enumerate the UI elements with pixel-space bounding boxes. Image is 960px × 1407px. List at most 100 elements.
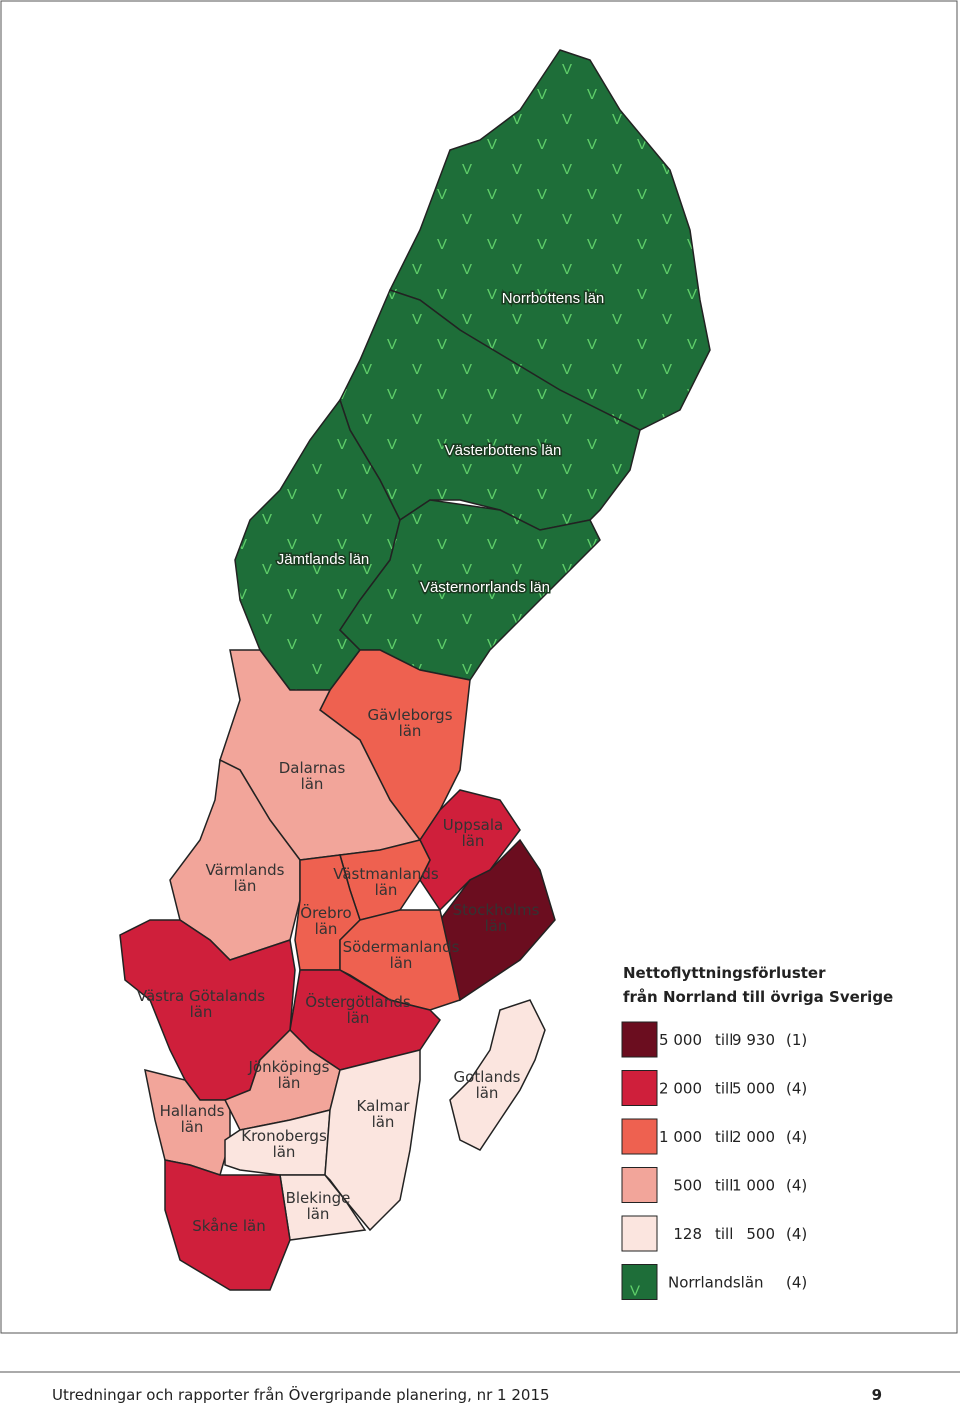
label-line: län [301, 775, 324, 793]
legend-swatch [621, 1070, 658, 1106]
legend-to: 500 [746, 1225, 775, 1243]
legend-swatch [621, 1264, 658, 1300]
label-line: Gävleborgs [367, 706, 452, 724]
region-label: Kronobergs län [241, 1127, 327, 1161]
label-line: Jämtlands län [277, 551, 370, 568]
legend-from: 1 000 [659, 1128, 702, 1146]
region-label: Gävleborgs län [367, 706, 452, 740]
label-line: län [315, 920, 338, 938]
label-line: län [399, 722, 422, 740]
label-line: Kronobergs [241, 1127, 327, 1145]
label-line: Skåne län [192, 1217, 266, 1235]
region-label: Norrbottens län [502, 290, 605, 307]
legend-count: (4) [786, 1080, 807, 1098]
labels: Norrbottens län Västerbottens län Jämtland… [137, 289, 606, 1236]
label-line: Hallands [160, 1102, 225, 1120]
legend-symbol: V [630, 1283, 640, 1300]
label-line: Gotlands [454, 1068, 521, 1086]
label-line: Örebro [300, 903, 351, 922]
legend-from: 128 [673, 1225, 702, 1243]
label-line: län [190, 1003, 213, 1021]
legend-from: 500 [673, 1177, 702, 1195]
label-line: län [485, 917, 508, 935]
legend-till: till [715, 1128, 733, 1146]
legend-name: Norrlandslän [668, 1274, 764, 1292]
region-label: Gotlands län [454, 1068, 521, 1102]
label-line: län [375, 881, 398, 899]
legend-count: (1) [786, 1031, 807, 1049]
legend-from: 5 000 [659, 1031, 702, 1049]
region-label: Skåne län [192, 1217, 266, 1235]
legend-swatch [621, 1215, 658, 1252]
legend-count: (4) [786, 1128, 807, 1146]
label-line: Västernorrlands län [420, 579, 550, 596]
label-line: län [278, 1074, 301, 1092]
region-label: Västra Götalands län [137, 987, 265, 1021]
region-label: Stockholms län [453, 901, 540, 935]
legend-count: (4) [786, 1225, 807, 1243]
legend-title: från Norrland till övriga Sverige [623, 988, 893, 1006]
legend-count: (4) [786, 1274, 807, 1292]
label-line: Värmlands [205, 861, 284, 879]
region-label: Västmanlands län [333, 865, 439, 899]
region-label: Kalmar län [357, 1097, 411, 1131]
label-line: Blekinge [286, 1189, 351, 1207]
region-label: Blekinge län [286, 1189, 351, 1223]
legend-to: 9 930 [732, 1031, 775, 1049]
legend-till: till [715, 1031, 733, 1049]
label-line: Västerbottens län [445, 442, 562, 459]
label-line: län [476, 1084, 499, 1102]
region-label: Dalarnas län [279, 759, 346, 793]
legend-till: till [715, 1225, 733, 1243]
region [339, 499, 601, 681]
label-line: Östergötlands [305, 992, 411, 1011]
label-line: län [390, 954, 413, 972]
label-line: Västra Götalands [137, 987, 265, 1005]
legend-till: till [715, 1177, 733, 1195]
label-line: län [273, 1143, 296, 1161]
legend-swatch [621, 1118, 658, 1155]
legend: Nettoflyttningsförluster från Norrland t… [621, 964, 893, 1300]
label-line: Jönköpings [248, 1058, 330, 1076]
legend-swatch [621, 1167, 658, 1203]
region [164, 1159, 291, 1291]
legend-title: Nettoflyttningsförluster [623, 964, 826, 982]
legend-till: till [715, 1080, 733, 1098]
label-line: län [234, 877, 257, 895]
label-line: Södermanlands [343, 938, 460, 956]
label-line: Norrbottens län [502, 290, 605, 307]
legend-count: (4) [786, 1177, 807, 1195]
region-label: Jönköpings län [248, 1058, 330, 1092]
region-label: Västerbottens län [445, 442, 562, 459]
label-line: Dalarnas [279, 759, 346, 777]
label-line: Stockholms [453, 901, 540, 919]
label-line: län [372, 1113, 395, 1131]
region-label: Västernorrlands län [420, 579, 550, 596]
region-label: Örebro län [300, 903, 351, 938]
region-label: Hallands län [160, 1102, 225, 1136]
label-line: Uppsala [443, 816, 503, 834]
legend-from: 2 000 [659, 1080, 702, 1098]
legend-to: 1 000 [732, 1177, 775, 1195]
label-line: län [347, 1009, 370, 1027]
page-number: 9 [872, 1386, 882, 1403]
label-line: Västmanlands [333, 865, 439, 883]
label-line: län [307, 1205, 330, 1223]
map-frame [0, 0, 958, 1334]
legend-to: 2 000 [732, 1128, 775, 1146]
region-label: Uppsala län [443, 816, 503, 850]
region-label: Östergötlands län [305, 992, 411, 1027]
label-line: län [462, 832, 485, 850]
region-label: Värmlands län [205, 861, 284, 895]
region [324, 1049, 421, 1232]
footer-text: Utredningar och rapporter från Övergripa… [52, 1385, 550, 1403]
label-line: Kalmar [357, 1097, 411, 1115]
region [439, 838, 556, 1002]
region-label: Södermanlands län [343, 938, 460, 972]
region-label: Jämtlands län [277, 551, 370, 568]
legend-to: 5 000 [732, 1080, 775, 1098]
regions [119, 49, 711, 1291]
label-line: län [181, 1118, 204, 1136]
